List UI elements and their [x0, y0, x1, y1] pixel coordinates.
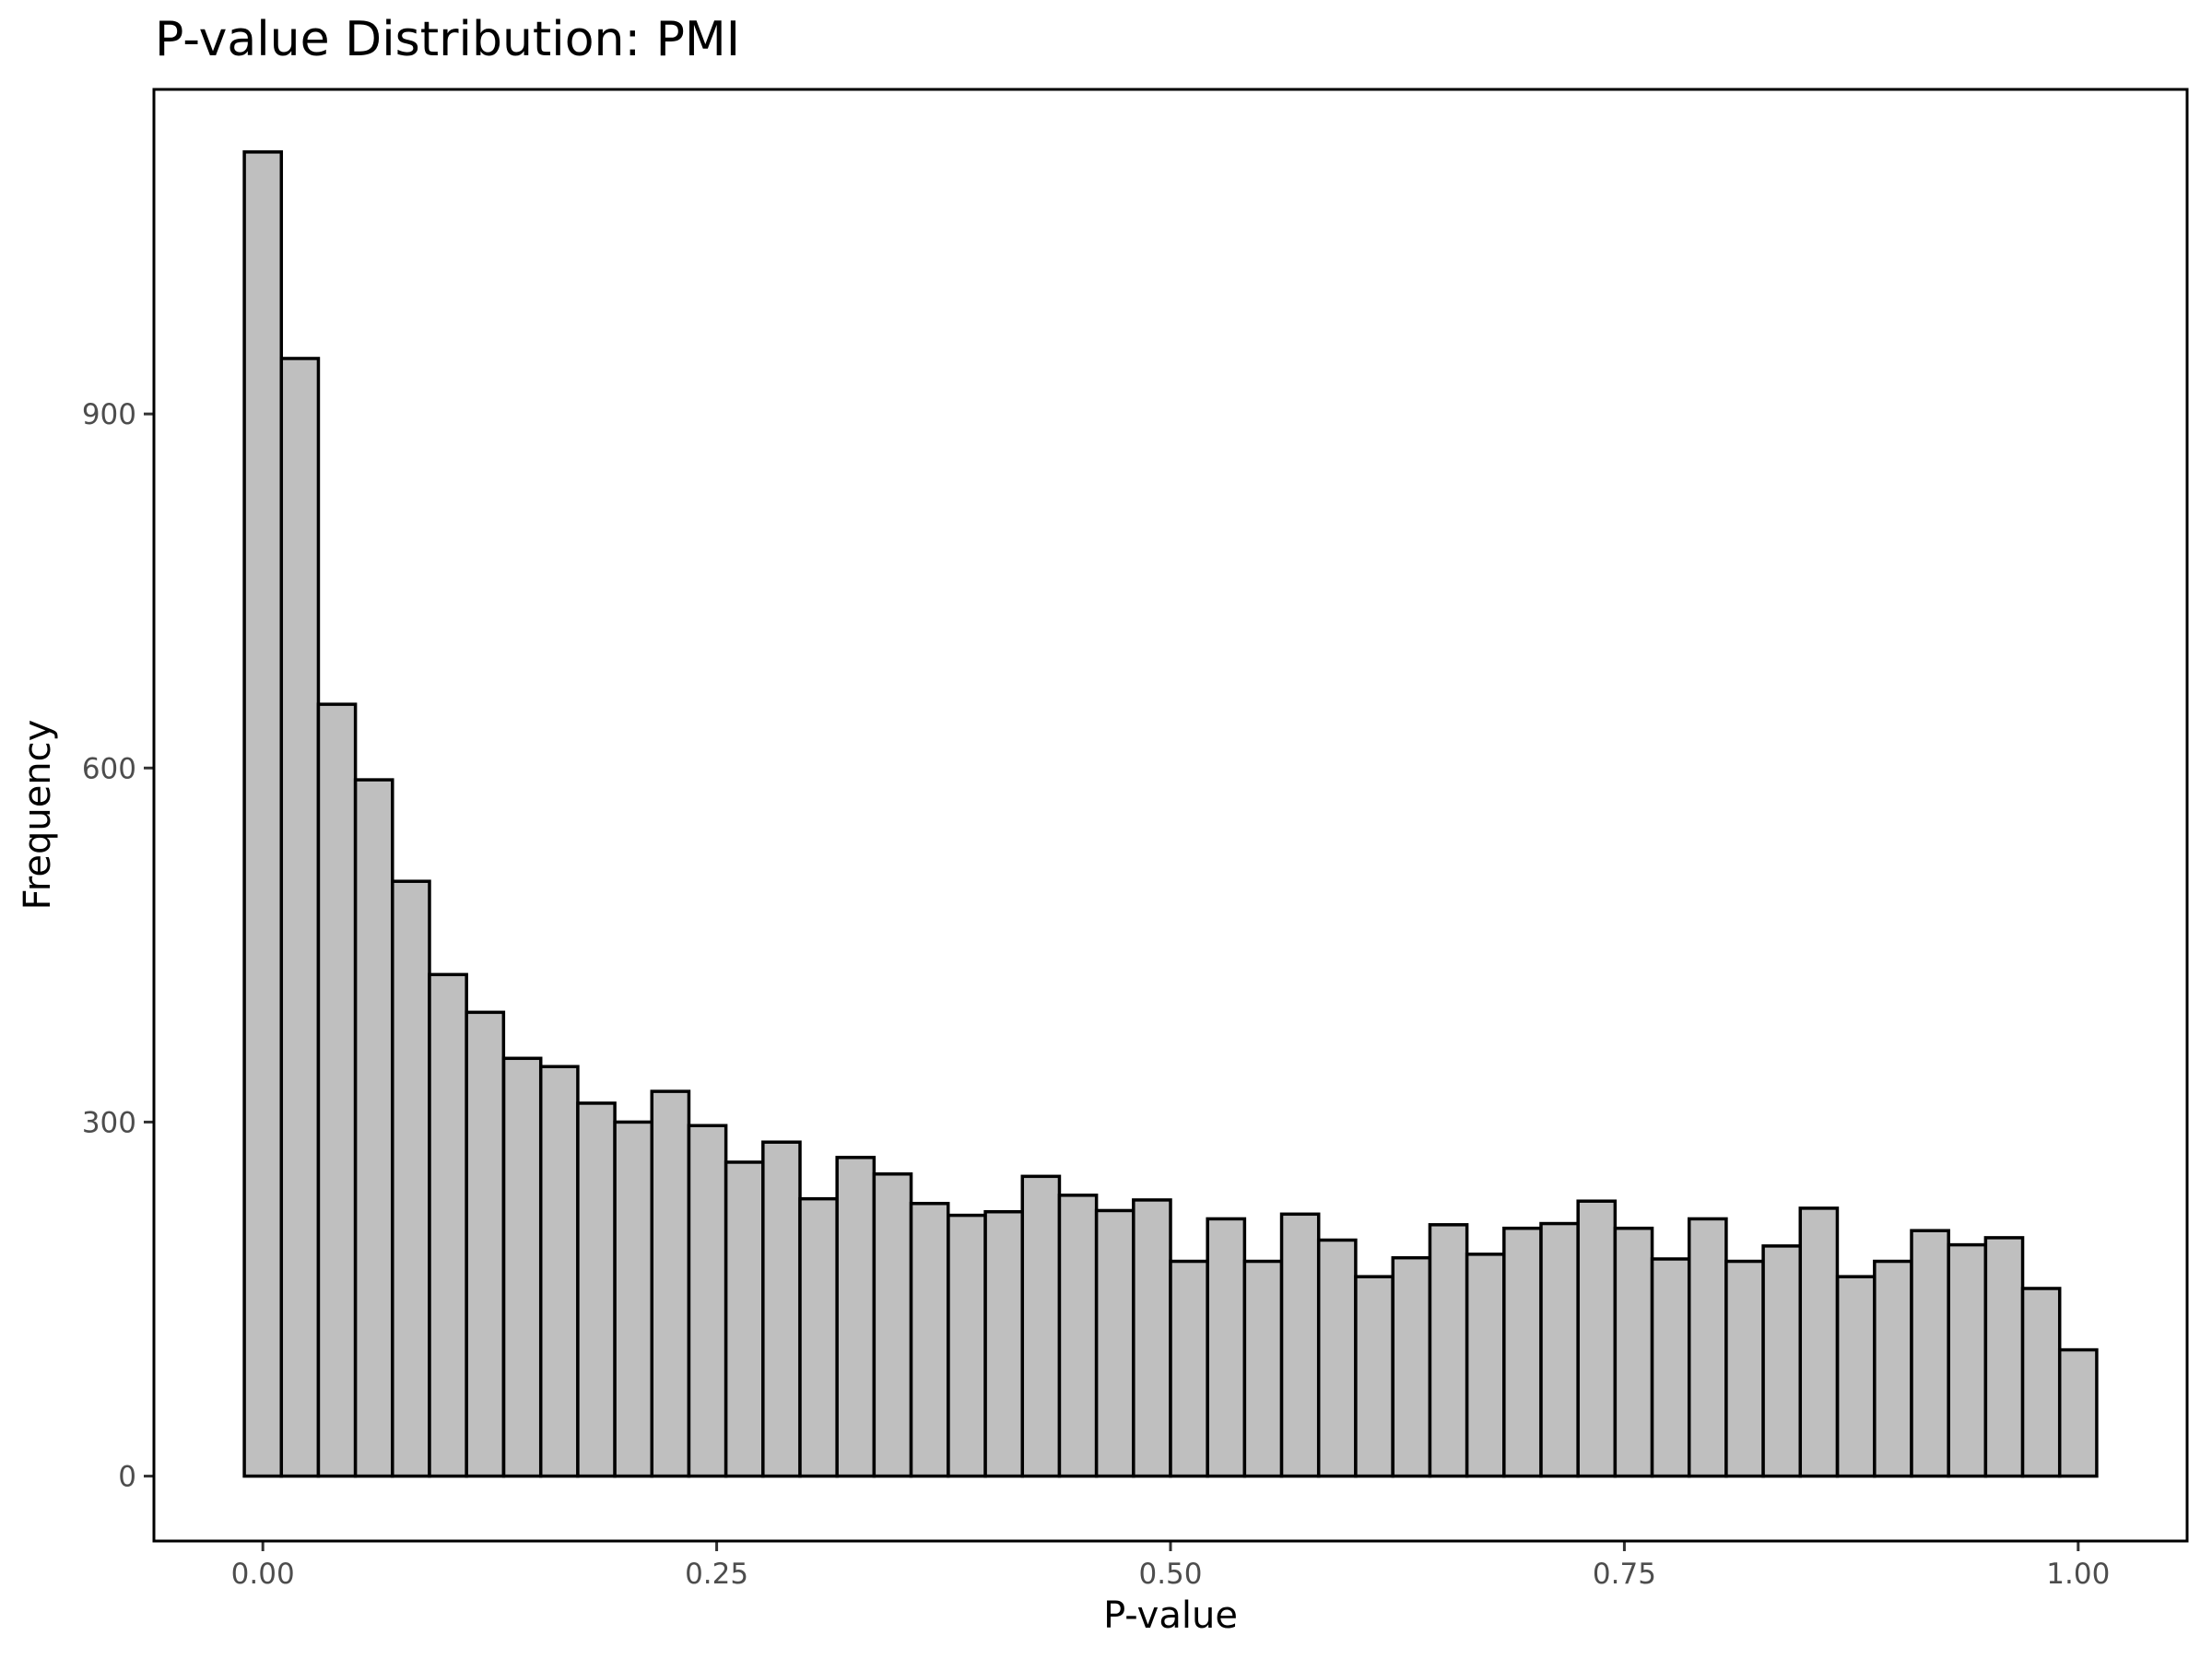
histogram-bar — [465, 1010, 506, 1478]
histogram-bar — [1613, 1226, 1654, 1478]
y-tick-label: 600 — [82, 752, 136, 785]
histogram-bar — [1835, 1275, 1877, 1478]
x-axis-label: P-value — [1103, 1594, 1238, 1637]
y-axis: 0 300 600 900 — [82, 398, 154, 1494]
histogram-bar — [1947, 1242, 1988, 1478]
histogram-bar — [761, 1140, 802, 1478]
histogram-bar — [1687, 1217, 1728, 1478]
histogram-bar — [576, 1101, 617, 1478]
histogram-bar — [1798, 1206, 1840, 1478]
x-tick-label: 0.25 — [685, 1558, 748, 1591]
histogram-bar — [1354, 1275, 1394, 1478]
x-axis: 0.00 0.25 0.50 0.75 1.00 — [231, 1541, 2110, 1591]
y-axis-label: Frequency — [17, 720, 59, 911]
y-tick-label: 0 — [118, 1461, 136, 1494]
histogram-bar — [724, 1160, 765, 1478]
histogram-bar — [1724, 1259, 1765, 1478]
histogram-bar — [1465, 1253, 1506, 1478]
histogram-bar — [1761, 1244, 1803, 1478]
histogram-bar — [538, 1065, 580, 1478]
x-tick-label: 1.00 — [2046, 1558, 2110, 1591]
histogram-bar — [835, 1156, 877, 1478]
histogram-bar — [872, 1172, 913, 1478]
histogram-bar — [1169, 1259, 1209, 1478]
plot-panel-border — [152, 88, 2189, 1543]
histogram-bar — [2057, 1347, 2099, 1478]
histogram-bar — [1576, 1199, 1618, 1478]
histogram-bar — [613, 1120, 654, 1478]
histogram-bars — [242, 150, 2099, 1478]
histogram-bar — [279, 357, 321, 1478]
histogram-bar — [1242, 1259, 1284, 1478]
histogram-bar — [650, 1089, 691, 1478]
x-tick-label: 0.50 — [1138, 1558, 1202, 1591]
histogram-bar — [1132, 1198, 1172, 1478]
x-tick-label: 0.75 — [1593, 1558, 1656, 1591]
x-tick-label: 0.00 — [231, 1558, 295, 1591]
y-tick-label: 900 — [82, 398, 136, 431]
histogram-bar — [242, 150, 284, 1478]
histogram-bar — [316, 702, 358, 1478]
histogram-bar — [798, 1196, 839, 1478]
histogram-bar — [1316, 1238, 1358, 1478]
histogram-bar — [1983, 1236, 2025, 1478]
histogram-bar — [909, 1202, 950, 1478]
histogram-bar — [1206, 1217, 1247, 1478]
histogram-bar — [1910, 1229, 1950, 1478]
histogram-bar — [1057, 1194, 1099, 1478]
histogram-bar — [1873, 1259, 1913, 1478]
histogram-bar — [1428, 1223, 1469, 1478]
histogram-bar — [947, 1213, 987, 1478]
histogram-bar — [1279, 1212, 1321, 1478]
histogram-bar — [1020, 1174, 1062, 1478]
histogram-bar — [1391, 1255, 1432, 1478]
histogram-bar — [391, 879, 431, 1478]
histogram-bar — [983, 1209, 1025, 1478]
histogram-bar — [1539, 1221, 1580, 1478]
histogram-bar — [353, 778, 394, 1478]
histogram-bar — [687, 1124, 728, 1478]
histogram-bar — [1650, 1257, 1691, 1478]
histogram-bar — [501, 1056, 543, 1478]
chart-title: P-value Distribution: PMI — [155, 12, 740, 67]
histogram-bar — [1502, 1226, 1543, 1478]
histogram-bar — [2020, 1287, 2062, 1478]
histogram-bar — [428, 972, 468, 1478]
histogram-bar — [1094, 1208, 1135, 1478]
y-tick-label: 300 — [82, 1106, 136, 1139]
